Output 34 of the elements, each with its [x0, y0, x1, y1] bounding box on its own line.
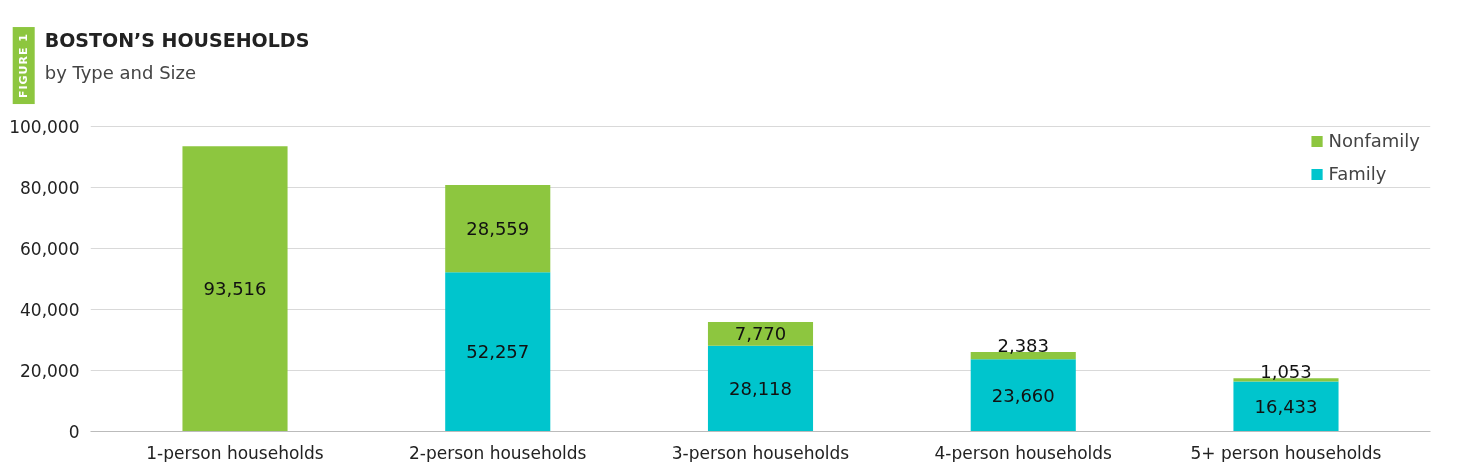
x-tick-label: 2-person households	[409, 442, 587, 462]
y-tick-label: 80,000	[20, 178, 80, 199]
bar	[445, 185, 551, 273]
bar	[182, 146, 288, 432]
legend-label: Family	[1328, 163, 1387, 184]
bar	[970, 352, 1076, 360]
bar	[707, 322, 814, 346]
data-label: 28,118	[729, 378, 792, 400]
chart-subtitle: by Type and Size	[44, 61, 198, 86]
data-label: 7,770	[734, 323, 787, 345]
x-tick-label: 4-person households	[934, 442, 1113, 462]
bar	[707, 345, 814, 432]
data-label: 52,257	[466, 341, 530, 363]
y-tick-label: 100,000	[9, 117, 80, 138]
bar	[1233, 381, 1339, 432]
legend-label: Nonfamily	[1328, 130, 1420, 151]
data-label: 2,383	[997, 335, 1050, 357]
bar	[970, 359, 1076, 432]
data-label: 93,516	[203, 278, 267, 300]
data-label: 28,559	[466, 218, 530, 240]
caption: FIGURE 1	[13, 27, 35, 105]
y-tick-label: 60,000	[20, 239, 80, 260]
x-tick-label: 5+ person households	[1190, 442, 1382, 462]
bar	[445, 272, 551, 432]
x-tick-label: 1-person households	[146, 442, 324, 462]
data-label: 1,053	[1260, 361, 1312, 383]
y-tick-label: 40,000	[20, 300, 80, 321]
y-tick-label: 0	[68, 422, 80, 442]
y-tick-label: 20,000	[20, 361, 80, 382]
bar	[1233, 378, 1339, 382]
chart-title: BOSTON’S HOUSEHOLDS	[44, 28, 310, 53]
x-tick-label: 3-person households	[671, 442, 850, 462]
data-label: 23,660	[991, 384, 1055, 406]
data-label: 16,433	[1254, 395, 1318, 417]
